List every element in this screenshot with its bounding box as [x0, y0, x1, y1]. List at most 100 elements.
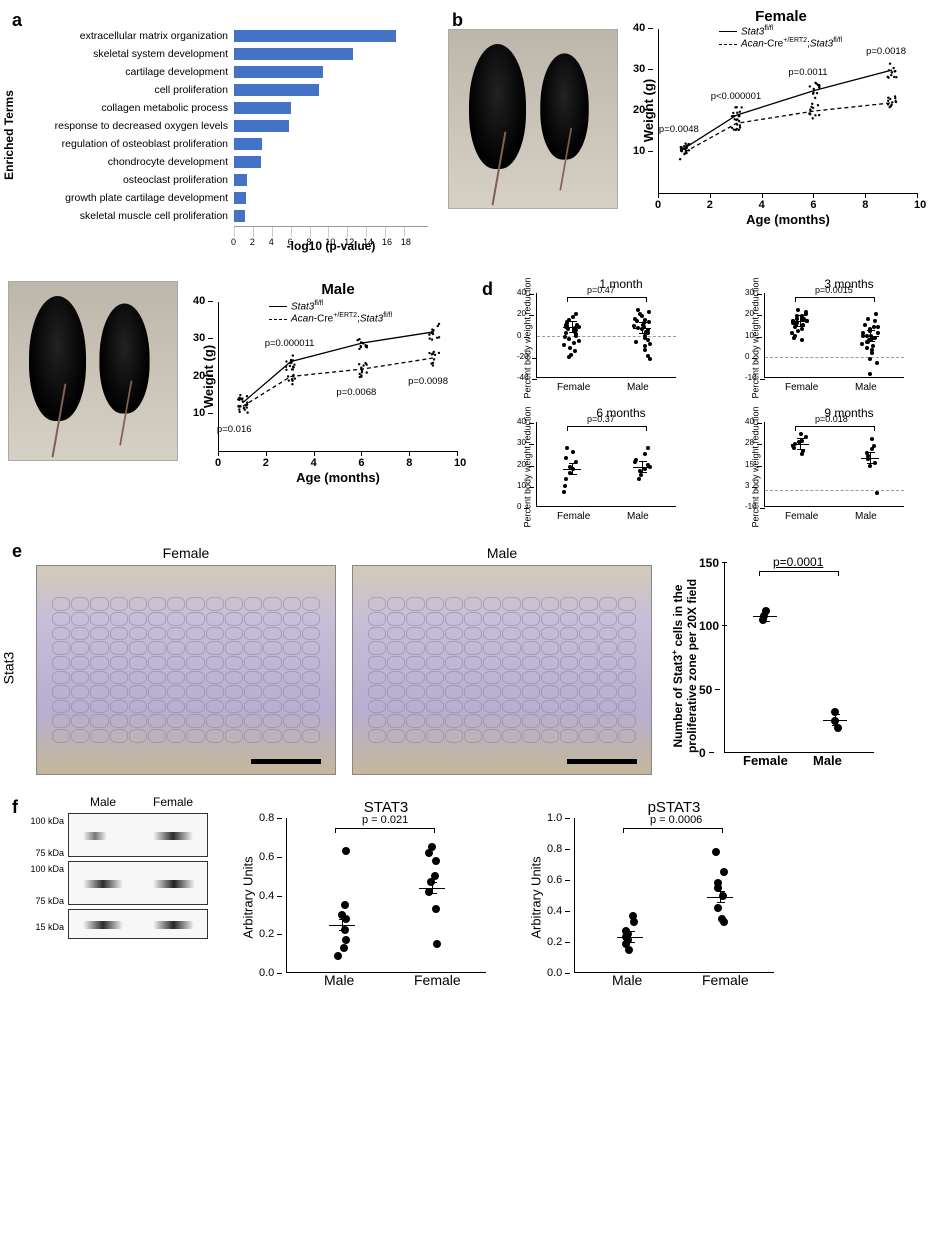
xtick: 4 [311, 457, 317, 469]
panel-d-sub: 1 monthPercent body weight reductionp=0.… [508, 277, 706, 396]
data-point [563, 484, 567, 488]
data-point [800, 327, 804, 331]
ylabel: Arbitrary Units [241, 856, 256, 938]
bar-rect [234, 156, 261, 168]
mouse-wt-icon [469, 44, 526, 169]
panel-b: b Female Weight (g) Stat3fl/flAcan-Cre+/… [448, 8, 934, 263]
xlabel: Female [557, 382, 590, 393]
pvalue-label: p<0.000001 [711, 91, 761, 102]
xlabel: Female [785, 511, 818, 522]
pvalue-label: p=0.0001 [773, 555, 823, 569]
histology-male-title: Male [352, 545, 652, 561]
panel-f-label: f [12, 797, 18, 818]
blot-lane-female: Female [138, 795, 208, 809]
pvalue-label: p = 0.0006 [650, 814, 702, 826]
scatter-e-ylabel: Number of Stat3+ cells in theproliferati… [669, 579, 699, 753]
data-point [865, 346, 869, 350]
data-point [340, 944, 348, 952]
bar-rect [234, 30, 396, 42]
panel-d-label: d [482, 279, 493, 300]
bar-label: cartilage development [24, 66, 234, 78]
blot-lane [68, 813, 208, 857]
data-point [873, 319, 877, 323]
data-point [571, 315, 575, 319]
data-point [870, 437, 874, 441]
data-point [868, 372, 872, 376]
xtick: 4 [759, 199, 765, 211]
xtick: 8 [862, 199, 868, 211]
data-point [646, 446, 650, 450]
data-point [564, 477, 568, 481]
data-point [574, 334, 578, 338]
pvalue-label: p=0.0011 [788, 67, 827, 78]
bar-rect [234, 174, 247, 186]
data-point [647, 310, 651, 314]
xlabel: Male [855, 382, 877, 393]
panel-f: f Male Female 100 kDa75 kDa100 kDa75 kDa… [8, 795, 934, 993]
data-point [712, 848, 720, 856]
mw-marker: 100 kDa [30, 816, 64, 826]
bar-label: response to decreased oxygen levels [24, 120, 234, 132]
data-point [643, 348, 647, 352]
linechart-c: Weight (g) Stat3fl/flAcan-Cre+/ERT2;Stat… [218, 302, 458, 452]
bar-item: collagen metabolic process [24, 100, 428, 116]
pvalue-label: p=0.016 [217, 424, 252, 435]
xlabel: Male [612, 972, 642, 988]
panel-e-side-label: Stat3 [0, 652, 16, 685]
linechart-b-xlabel: Age (months) [658, 212, 918, 227]
data-point [714, 904, 722, 912]
xlabel: Female [414, 972, 461, 988]
panel-f-charts: STAT30.00.20.40.60.8Arbitrary UnitsMaleF… [248, 795, 774, 993]
panel-c: c Male Weight (g) Stat3fl/flAcan-Cre+/ER… [8, 277, 478, 525]
linechart-c-xlabel: Age (months) [218, 470, 458, 485]
barchart-a-ylabel: Enriched Terms [2, 90, 16, 180]
pvalue-label: p=0.37 [587, 414, 615, 424]
bar-label: cell proliferation [24, 84, 234, 96]
data-point [630, 918, 638, 926]
bar-label: skeletal system development [24, 48, 234, 60]
scalebar-icon [567, 759, 637, 764]
pvalue-label: p=0.0015 [815, 285, 853, 295]
data-point [870, 351, 874, 355]
subpanel-title: 6 months [536, 406, 706, 420]
bar-item: skeletal muscle cell proliferation [24, 208, 428, 224]
data-point [866, 317, 870, 321]
bar-label: extracellular matrix organization [24, 30, 234, 42]
panel-d-sub: 3 monthsPercent body weight reductionp=0… [736, 277, 934, 396]
ytick: 10 [633, 145, 645, 157]
ytick: 40 [193, 295, 205, 307]
data-point [720, 868, 728, 876]
blot-lane [68, 909, 208, 939]
data-point [875, 361, 879, 365]
ytick: 40 [633, 22, 645, 34]
blot-lane [68, 861, 208, 905]
data-point [863, 323, 867, 327]
mouse-wt-icon [29, 296, 86, 421]
data-point [792, 446, 796, 450]
data-point [562, 490, 566, 494]
pvalue-label: p=0.018 [815, 414, 848, 424]
data-point [568, 346, 572, 350]
data-point [342, 847, 350, 855]
panel-d-sub: 9 monthsPercent body weight reductionp=0… [736, 406, 934, 525]
mw-marker: 15 kDa [35, 922, 64, 932]
bar-item: chondrocyte development [24, 154, 428, 170]
data-point [648, 342, 652, 346]
bar-rect [234, 120, 289, 132]
panel-c-photo [8, 281, 178, 461]
panel-c-title: Male [218, 281, 458, 298]
data-point [860, 342, 864, 346]
xtick: 0 [655, 199, 661, 211]
histology-male: Male [352, 545, 652, 775]
ytick: 10 [193, 407, 205, 419]
scatter-f: pSTAT30.00.20.40.60.81.0Arbitrary UnitsM… [536, 799, 774, 993]
bar-rect [234, 48, 353, 60]
xtick: 6 [810, 199, 816, 211]
bar-rect [234, 66, 323, 78]
xlabel: Female [743, 753, 788, 768]
bar-item: extracellular matrix organization [24, 28, 428, 44]
bar-label: osteoclast proliferation [24, 174, 234, 186]
mw-marker: 75 kDa [35, 848, 64, 858]
subpanel-title: 1 month [536, 277, 706, 291]
data-point [868, 464, 872, 468]
